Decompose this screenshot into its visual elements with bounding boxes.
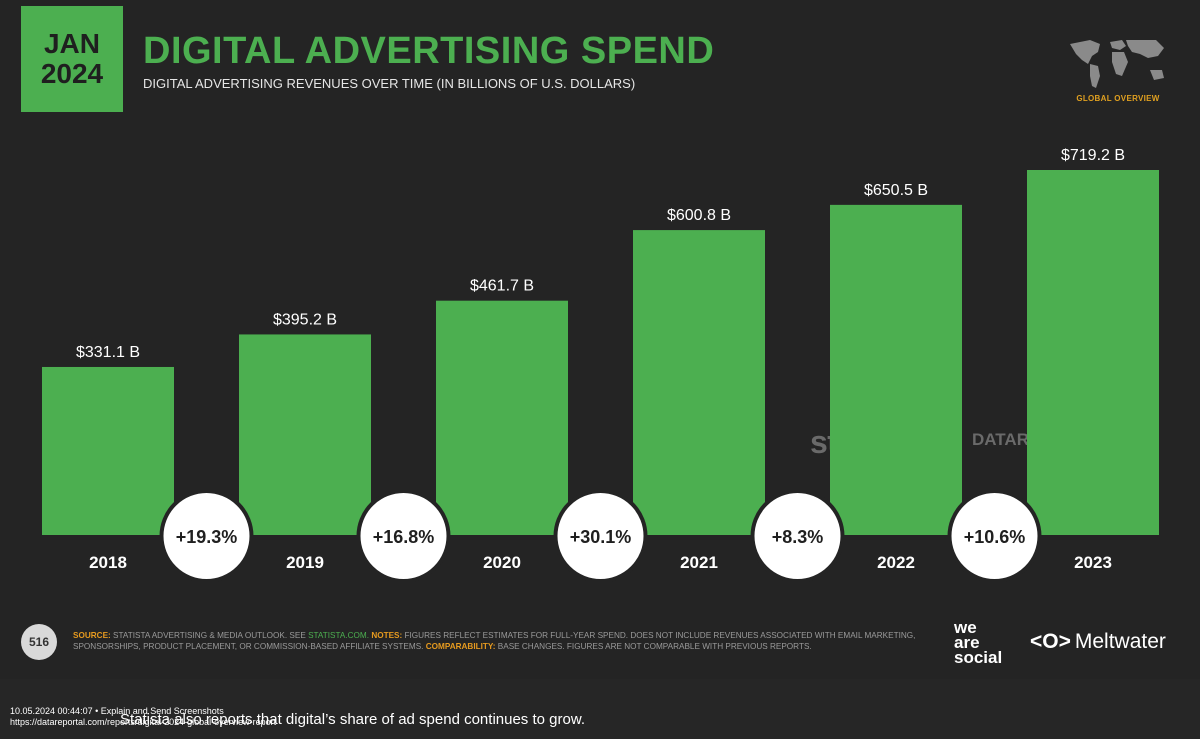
page-subtitle: DIGITAL ADVERTISING REVENUES OVER TIME (…: [143, 76, 636, 91]
growth-circle-3: [750, 489, 845, 583]
screenshot-url[interactable]: https://datareportal.com/reports/digital…: [10, 717, 277, 727]
x-tick-2021: 2021: [680, 553, 718, 572]
data-label-2022: $650.5 B: [864, 182, 928, 199]
growth-label-2: +30.1%: [570, 527, 632, 547]
global-overview-label: GLOBAL OVERVIEW: [1076, 94, 1160, 103]
page-title: DIGITAL ADVERTISING SPEND: [143, 30, 715, 72]
comparability-key: COMPARABILITY:: [425, 642, 496, 651]
growth-label-3: +8.3%: [772, 527, 824, 547]
meltwater-logo: <O> Meltwater: [1030, 630, 1166, 654]
slide: JAN 2024 DIGITAL ADVERTISING SPEND DIGIT…: [21, 6, 1166, 667]
bar-2022: [830, 204, 962, 535]
bar-chart: $331.1 B 2018 $395.2 B 2019 $461.7 B 2020 $600…: [42, 147, 1159, 583]
x-tick-2018: 2018: [89, 553, 127, 572]
data-label-2020: $461.7 B: [470, 278, 534, 295]
source-notes: SOURCE: STATISTA ADVERTISING & MEDIA OUT…: [73, 630, 933, 652]
x-tick-2020: 2020: [483, 553, 521, 572]
screenshot-timestamp: 10.05.2024 00:44:07 • Explain and Send S…: [10, 706, 224, 716]
notes-key: NOTES:: [371, 631, 403, 640]
x-tick-2023: 2023: [1074, 553, 1112, 572]
we-are-social-logo: we are social: [954, 618, 1024, 667]
we-are-social-line3: social: [954, 648, 1003, 667]
date-badge: JAN 2024: [21, 6, 123, 112]
we-are-social-line1: we: [954, 618, 977, 637]
growth-label-0: +19.3%: [176, 527, 238, 547]
caption-text: Statista also reports that digital’s sha…: [120, 711, 585, 728]
badge-year: 2024: [40, 58, 104, 89]
bar-2020: [436, 300, 568, 535]
growth-circle-0: [159, 489, 254, 583]
meltwater-icon: <O>: [1030, 630, 1071, 653]
data-label-2018: $331.1 B: [76, 344, 140, 361]
source-key: SOURCE:: [73, 631, 111, 640]
growth-circle-1: [356, 489, 451, 583]
data-label-2021: $600.8 B: [667, 207, 731, 224]
growth-label-4: +10.6%: [964, 527, 1026, 547]
bar-2023: [1027, 170, 1159, 535]
notes-text: FIGURES REFLECT ESTIMATES FOR FULL-YEAR …: [73, 631, 916, 651]
bar-2019: [239, 334, 371, 535]
bar-2018: [42, 366, 174, 535]
data-label-2023: $719.2 B: [1061, 147, 1125, 164]
growth-circle-2: [553, 489, 648, 583]
badge-month: JAN: [43, 28, 100, 59]
source-text: STATISTA ADVERTISING & MEDIA OUTLOOK. SE…: [113, 631, 306, 640]
world-map-icon: [1070, 40, 1164, 88]
x-tick-2022: 2022: [877, 553, 915, 572]
source-link[interactable]: STATISTA.COM.: [308, 631, 370, 640]
page-number: 516: [21, 624, 57, 660]
growth-circle-4: [947, 489, 1042, 583]
we-are-social-line2: are: [954, 633, 980, 652]
meltwater-name: Meltwater: [1074, 630, 1166, 653]
x-tick-2019: 2019: [286, 553, 324, 572]
data-label-2019: $395.2 B: [273, 311, 337, 328]
comparability-text: BASE CHANGES. FIGURES ARE NOT COMPARABLE…: [497, 642, 812, 651]
bar-2021: [633, 230, 765, 535]
growth-label-1: +16.8%: [373, 527, 435, 547]
